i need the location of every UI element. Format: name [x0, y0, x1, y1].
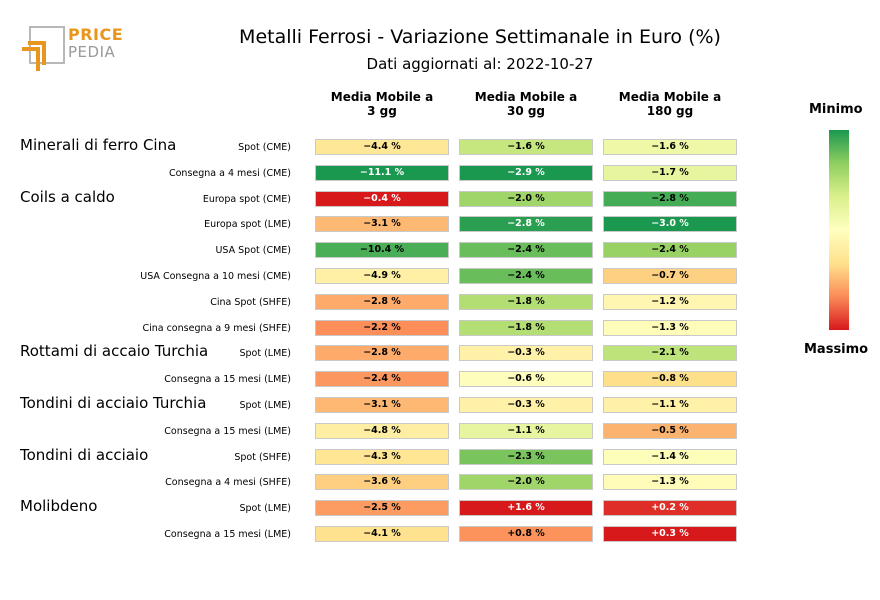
heatmap-cell: −0.5 % [603, 422, 737, 439]
column-header-2: Media Mobile a 30 gg [474, 90, 578, 118]
heatmap-cell: −0.7 % [603, 268, 737, 284]
heatmap-cell: −1.4 % [603, 448, 737, 465]
heatmap-cell: −1.3 % [603, 474, 737, 491]
row-label: Cina consegna a 9 mesi (SHFE) [142, 322, 291, 334]
pricepedia-logo: PRICE PEDIA [20, 25, 130, 75]
group-label: Minerali di ferro Cina [20, 136, 177, 154]
column-header-3: Media Mobile a 180 gg [618, 90, 722, 118]
scale-min-label: Minimo [809, 102, 863, 117]
heatmap-cell: −2.4 % [603, 242, 737, 259]
row-label: Spot (LME) [239, 348, 291, 360]
heatmap-cell: −2.8 % [603, 190, 737, 207]
heatmap-cell: −2.0 % [459, 474, 593, 491]
group-label: Tondini di acciaio [20, 445, 149, 464]
heatmap-cell: −0.4 % [315, 190, 449, 207]
logo-mark-icon [22, 26, 65, 71]
row-label: Spot (CME) [238, 142, 291, 153]
row-label: Cina Spot (SHFE) [210, 296, 291, 308]
heatmap-cell: −1.6 % [603, 139, 737, 155]
heatmap-cell: −4.1 % [315, 526, 449, 542]
row-label: Europa spot (LME) [204, 219, 291, 231]
scale-max-label: Massimo [804, 342, 869, 357]
chart-title: Metalli Ferrosi - Variazione Settimanale… [239, 26, 721, 48]
heatmap-cell: −0.8 % [603, 371, 737, 388]
row-label: Consegna a 15 mesi (LME) [164, 374, 291, 386]
group-label: Rottami di accaio Turchia [20, 342, 209, 361]
heatmap-cell: −2.3 % [459, 448, 593, 465]
heatmap-cell: −4.4 % [315, 139, 449, 155]
heatmap-cell: −11.1 % [315, 164, 449, 181]
heatmap-cell: −2.5 % [315, 500, 449, 517]
heatmap-cell: −2.9 % [459, 164, 593, 181]
heatmap-cell: −1.1 % [603, 397, 737, 413]
logo-text-pedia: PEDIA [68, 43, 116, 61]
heatmap-cell: −2.4 % [459, 242, 593, 259]
heatmap-cell: −1.8 % [459, 319, 593, 336]
chart-subtitle: Dati aggiornati al: 2022-10-27 [366, 55, 594, 73]
heatmap-cell: −2.4 % [315, 371, 449, 388]
color-scale-bar [829, 130, 849, 330]
heatmap-cell: −1.1 % [459, 422, 593, 439]
row-label: Consegna a 4 mesi (SHFE) [165, 477, 291, 489]
row-label: USA Spot (CME) [215, 245, 291, 257]
row-label: Consegna a 15 mesi (LME) [164, 529, 291, 540]
heatmap-cell: −4.3 % [315, 448, 449, 465]
row-label: Spot (LME) [239, 400, 291, 411]
group-label: Molibdeno [20, 497, 98, 516]
heatmap-cell: −2.8 % [315, 293, 449, 310]
heatmap-cell: −3.6 % [315, 474, 449, 491]
heatmap-cell: −4.9 % [315, 268, 449, 284]
heatmap-cell: −1.3 % [603, 319, 737, 336]
row-label: Consegna a 4 mesi (CME) [168, 167, 291, 179]
heatmap-cell: −4.8 % [315, 422, 449, 439]
heatmap-cell: −2.4 % [459, 268, 593, 284]
heatmap-cell: −10.4 % [315, 242, 449, 259]
heatmap-cell: +0.3 % [603, 526, 737, 542]
heatmap-cell: −2.8 % [459, 216, 593, 233]
row-label: Spot (SHFE) [234, 451, 291, 463]
row-label: Consegna a 15 mesi (LME) [164, 425, 291, 437]
heatmap-cell: −2.8 % [315, 345, 449, 362]
heatmap-cell: −1.2 % [603, 293, 737, 310]
row-label: USA Consegna a 10 mesi (CME) [140, 271, 291, 282]
heatmap-cell: −2.0 % [459, 190, 593, 207]
row-label: Europa spot (CME) [202, 193, 291, 205]
heatmap-cell: −3.1 % [315, 216, 449, 233]
heatmap-cell: −1.7 % [603, 164, 737, 181]
heatmap-cell: +0.2 % [603, 500, 737, 517]
heatmap-cell: −2.2 % [315, 319, 449, 336]
heatmap-cell: −0.3 % [459, 397, 593, 413]
heatmap-cell: −0.6 % [459, 371, 593, 388]
heatmap-cell: −3.0 % [603, 216, 737, 233]
heatmap-cell: +0.8 % [459, 526, 593, 542]
heatmap-cell: −1.6 % [459, 139, 593, 155]
heatmap-cell: −1.8 % [459, 293, 593, 310]
logo-text-price: PRICE [68, 25, 124, 44]
heatmap-cell: −0.3 % [459, 345, 593, 362]
heatmap-cell: −2.1 % [603, 345, 737, 362]
group-label: Coils a caldo [20, 187, 115, 206]
row-label: Spot (LME) [239, 503, 291, 515]
group-label: Tondini di acciaio Turchia [20, 394, 207, 412]
heatmap-cell: −3.1 % [315, 397, 449, 413]
heatmap-cell: +1.6 % [459, 500, 593, 517]
